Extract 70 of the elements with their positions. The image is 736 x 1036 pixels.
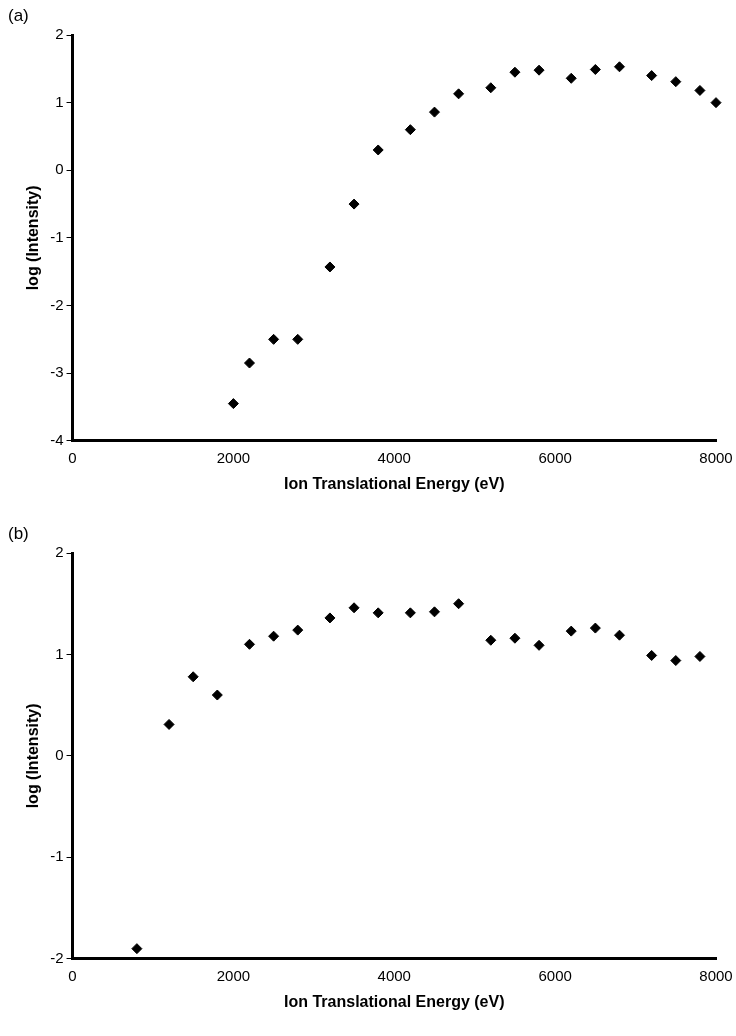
x-axis-title: Ion Translational Energy (eV) [284,474,505,492]
x-tick-label: 4000 [377,448,411,466]
point [324,261,336,273]
point [670,76,682,88]
point [565,72,577,84]
point [243,357,255,369]
y-axis-title: log (Intensity) [24,703,42,809]
point [348,602,360,614]
x-axis-title: Ion Translational Energy (eV) [284,992,505,1010]
point [211,689,223,701]
y-tick-label: -4 [50,430,64,448]
x-tick-label: 8000 [699,966,733,984]
y-tick-label: 2 [55,543,64,561]
point [227,398,239,410]
x-tick-label: 2000 [216,966,251,984]
point [268,333,280,345]
point [509,632,521,644]
point [485,82,497,94]
point [243,638,255,650]
point [428,606,440,618]
point [163,718,175,730]
point [372,607,384,619]
x-tick-label: 6000 [538,966,572,984]
x-tick-label: 2000 [216,448,251,466]
y-tick-label: -2 [50,295,64,313]
point [694,650,706,662]
y-tick-label: 1 [55,644,64,662]
point [453,88,465,100]
point [372,144,384,156]
text: (a) [8,6,29,26]
point [268,630,280,642]
point [292,624,304,636]
text: (b) [8,524,29,544]
point [710,97,722,109]
y-tick-label: -2 [50,948,64,966]
point [613,629,625,641]
point [589,63,601,75]
y-tick-label: 0 [55,160,64,178]
point [428,106,440,118]
x-tick-label: 4000 [377,966,411,984]
point [670,655,682,667]
point [589,622,601,634]
point [565,625,577,637]
point [533,639,545,651]
y-tick-label: 2 [55,25,64,43]
y-tick-label: -1 [50,228,64,246]
y-tick-label: -3 [50,363,64,381]
point [453,598,465,610]
x-tick-label: 6000 [538,448,572,466]
x-tick-label: 0 [68,448,77,466]
y-tick-label: 1 [55,92,64,110]
point [533,64,545,76]
y-axis-title: log (Intensity) [24,185,42,291]
point [485,634,497,646]
point [509,66,521,78]
y-tick-label: -1 [50,847,64,865]
point [404,607,416,619]
point [646,649,658,661]
x-tick-label: 0 [68,966,77,984]
point [131,943,143,955]
point [324,612,336,624]
point [292,333,304,345]
point [646,70,658,82]
x-tick-label: 8000 [699,448,733,466]
point [187,671,199,683]
y-tick-label: 0 [55,746,64,764]
point [613,61,625,73]
point [694,84,706,96]
point [404,124,416,136]
point [348,198,360,210]
